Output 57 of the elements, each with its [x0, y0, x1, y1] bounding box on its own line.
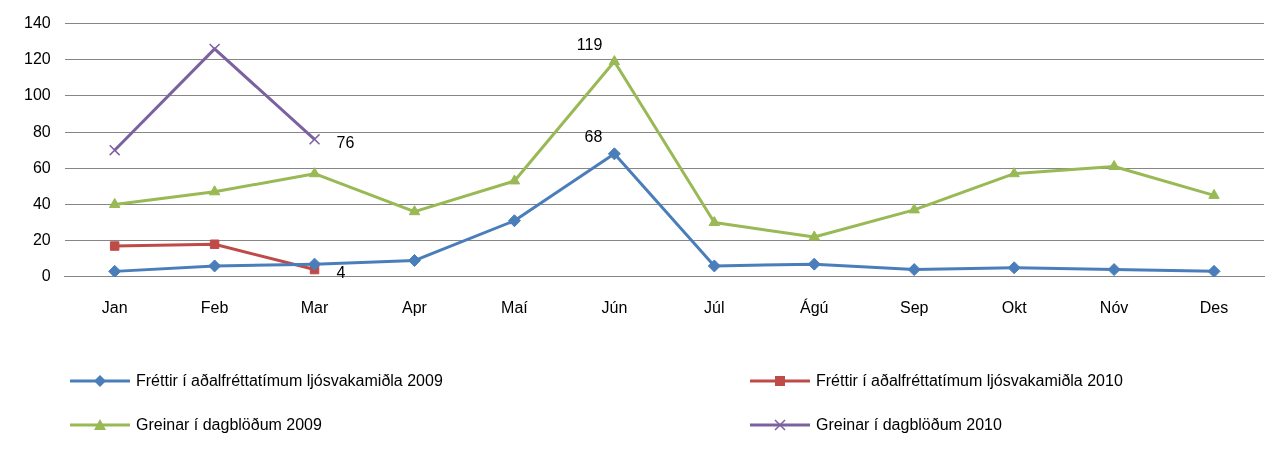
- point: [108, 144, 121, 156]
- legend-label: Greinar í dagblöðum 2009: [136, 416, 322, 434]
- data-label: 119: [576, 35, 603, 53]
- y-tick-label: 60: [32, 158, 51, 176]
- point: [807, 257, 821, 271]
- x-tick-label: Jún: [601, 298, 628, 316]
- point: [508, 174, 521, 185]
- point: [209, 239, 220, 249]
- x-tick-label: Apr: [402, 298, 428, 316]
- y-tick-label: 140: [23, 14, 51, 32]
- x-tick-label: Ágú: [800, 297, 829, 316]
- point: [208, 259, 222, 273]
- x-tick-label: Mar: [300, 298, 329, 316]
- point: [707, 259, 721, 273]
- point: [407, 254, 421, 268]
- point: [109, 241, 120, 251]
- legend-label: Fréttir í aðalfréttatímum ljósvakamiðla 2009: [136, 372, 443, 390]
- point: [208, 43, 221, 55]
- point: [1107, 263, 1121, 277]
- point: [308, 167, 321, 178]
- point: [1207, 264, 1221, 277]
- point: [507, 214, 521, 228]
- y-tick-label: 20: [32, 231, 51, 249]
- point: [908, 203, 920, 214]
- point: [907, 263, 921, 277]
- x-tick-label: Nóv: [1099, 298, 1129, 316]
- point: [1208, 188, 1220, 199]
- legend-label: Greinar í dagblöðum 2010: [816, 416, 1002, 434]
- y-tick-label: 40: [32, 194, 51, 212]
- data-label: 68: [584, 128, 603, 146]
- point: [1108, 159, 1120, 170]
- legend-label: Fréttir í aðalfréttatímum ljósvakamiðla 2010: [816, 372, 1123, 390]
- point: [308, 133, 321, 146]
- point: [1007, 261, 1021, 275]
- data-label: 4: [336, 263, 346, 281]
- x-tick-label: Júl: [704, 298, 725, 316]
- x-tick-label: Jan: [101, 298, 128, 316]
- point: [108, 264, 122, 277]
- y-tick-label: 100: [23, 86, 51, 104]
- y-tick-label: 0: [41, 267, 51, 285]
- point: [408, 205, 421, 216]
- x-tick-label: Feb: [200, 298, 229, 316]
- data-label: 76: [336, 133, 355, 151]
- point: [708, 216, 721, 227]
- point: [108, 197, 121, 208]
- point: [208, 185, 221, 196]
- y-tick-label: 120: [23, 50, 51, 68]
- x-tick-label: Des: [1199, 298, 1229, 316]
- y-tick-label: 80: [32, 122, 51, 140]
- point: [1008, 167, 1020, 178]
- point: [607, 147, 621, 161]
- x-tick-label: Sep: [899, 298, 929, 316]
- point: [608, 55, 621, 66]
- x-tick-label: Okt: [1001, 298, 1028, 316]
- point: [808, 230, 820, 241]
- point: [308, 257, 322, 271]
- x-tick-label: Maí: [501, 298, 529, 316]
